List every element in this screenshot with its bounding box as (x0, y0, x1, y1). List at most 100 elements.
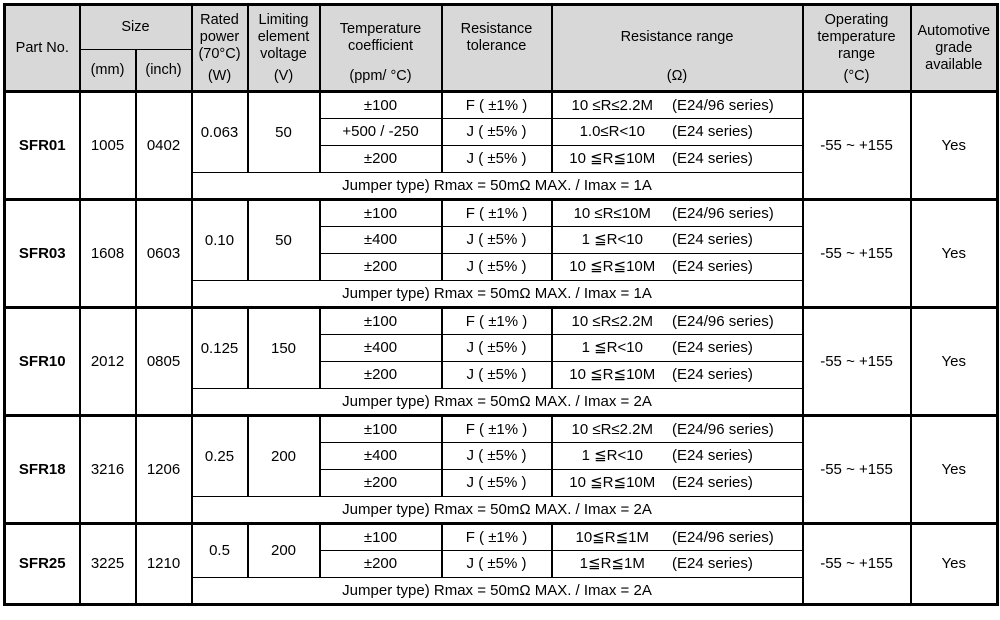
resistor-spec-table: Part No. Size Rated power (70°C) (W) Lim… (3, 3, 999, 606)
temp-coefficient-cell: ±400 (318, 442, 443, 470)
temp-coefficient-cell: ±200 (318, 469, 443, 497)
range-series: (E24 series) (672, 123, 753, 140)
temp-coefficient-cell: ±400 (318, 226, 443, 254)
part-number-cell: SFR18 (3, 414, 81, 524)
header-size-inch: (inch) (134, 49, 193, 93)
operating-temp-cell: -55 ~ +155 (801, 198, 912, 308)
range-series: (E24 series) (672, 447, 753, 464)
resistance-range-cell: 10 ≦R≦10M (E24 series) (550, 469, 804, 497)
header-part-no-label: Part No. (15, 39, 69, 56)
range-value: 10 ≦R≦10M (569, 366, 656, 383)
temp-coefficient-cell: +500 / -250 (318, 118, 443, 146)
header-operating-temp-label: Operating temperature range (817, 12, 896, 62)
range-value: 1≦R≦1M (579, 555, 645, 572)
tolerance-cell: J ( ±5% ) (440, 118, 553, 146)
range-series: (E24 series) (672, 339, 753, 356)
range-series: (E24/96 series) (672, 528, 774, 546)
resistance-range-cell: 10 ≦R≦10M (E24 series) (550, 361, 804, 389)
temp-coefficient-cell: ±100 (318, 414, 443, 443)
size-inch-cell: 1210 (134, 522, 193, 605)
part-number-cell: SFR10 (3, 306, 81, 416)
size-inch-cell: 0402 (134, 90, 193, 200)
resistance-range-cell: 1 ≦R<10 (E24 series) (550, 226, 804, 254)
temp-coefficient-cell: ±200 (318, 145, 443, 173)
tolerance-cell: J ( ±5% ) (440, 550, 553, 578)
header-resistance-range-unit: (Ω) (666, 68, 688, 84)
range-series: (E24 series) (672, 366, 753, 383)
header-limiting-voltage-unit: (V) (273, 68, 294, 84)
header-temp-coefficient-label: Temperature coefficient (339, 20, 422, 54)
part-number-cell: SFR25 (3, 522, 81, 605)
header-operating-temp-unit: (°C) (843, 68, 870, 84)
temp-coefficient-cell: ±100 (318, 198, 443, 227)
limiting-voltage-cell: 50 (246, 198, 321, 281)
range-value: 1 ≦R<10 (581, 339, 643, 356)
limiting-voltage-cell: 200 (246, 522, 321, 578)
tolerance-cell: J ( ±5% ) (440, 226, 553, 254)
range-value: 10 ≤R≤2.2M (571, 312, 654, 330)
header-resistance-range-label: Resistance range (620, 29, 734, 45)
resistance-range-cell: 10 ≤R≤10M (E24/96 series) (550, 198, 804, 227)
rated-power-cell: 0.5 (190, 522, 249, 578)
header-limiting-voltage: Limiting element voltage (V) (246, 3, 321, 93)
header-size-mm: (mm) (78, 49, 137, 93)
header-resistance-range: Resistance range (Ω) (550, 3, 804, 93)
header-limiting-voltage-label: Limiting element voltage (257, 12, 310, 62)
automotive-cell: Yes (909, 198, 999, 308)
temp-coefficient-cell: ±200 (318, 361, 443, 389)
operating-temp-cell: -55 ~ +155 (801, 90, 912, 200)
operating-temp-cell: -55 ~ +155 (801, 522, 912, 605)
range-series: (E24/96 series) (672, 96, 774, 114)
size-mm-cell: 1005 (78, 90, 137, 200)
header-rated-power-label: Rated power (70°C) (198, 12, 241, 62)
tolerance-cell: J ( ±5% ) (440, 253, 553, 281)
size-inch-cell: 0805 (134, 306, 193, 416)
header-automotive: Automotive grade available (909, 3, 999, 93)
resistance-range-cell: 1 ≦R<10 (E24 series) (550, 334, 804, 362)
temp-coefficient-cell: ±100 (318, 306, 443, 335)
operating-temp-cell: -55 ~ +155 (801, 414, 912, 524)
range-value: 10 ≤R≤10M (573, 204, 651, 222)
resistance-range-cell: 10 ≦R≦10M (E24 series) (550, 253, 804, 281)
range-value: 10≦R≦1M (575, 528, 650, 546)
resistance-range-cell: 10 ≤R≤2.2M (E24/96 series) (550, 90, 804, 119)
spec-table-wrapper: Part No. Size Rated power (70°C) (W) Lim… (3, 3, 999, 606)
range-value: 10 ≤R≤2.2M (571, 420, 654, 438)
range-series: (E24/96 series) (672, 420, 774, 438)
resistance-range-cell: 10≦R≦1M (E24/96 series) (550, 522, 804, 551)
header-size: Size (78, 3, 193, 50)
resistance-range-cell: 1 ≦R<10 (E24 series) (550, 442, 804, 470)
jumper-note-cell: Jumper type) Rmax = 50mΩ MAX. / Imax = 1… (190, 280, 804, 308)
range-series: (E24 series) (672, 474, 753, 491)
size-mm-cell: 2012 (78, 306, 137, 416)
resistance-range-cell: 1≦R≦1M (E24 series) (550, 550, 804, 578)
tolerance-cell: F ( ±1% ) (440, 198, 553, 227)
range-value: 10 ≦R≦10M (569, 258, 656, 275)
tolerance-cell: J ( ±5% ) (440, 361, 553, 389)
tolerance-cell: F ( ±1% ) (440, 414, 553, 443)
size-mm-cell: 3216 (78, 414, 137, 524)
range-series: (E24 series) (672, 150, 753, 167)
header-automotive-label: Automotive grade available (917, 22, 991, 73)
temp-coefficient-cell: ±200 (318, 550, 443, 578)
header-part-no: Part No. (3, 3, 81, 93)
header-resistance-tolerance-label: Resistance tolerance (460, 20, 533, 54)
range-value: 1 ≦R<10 (581, 447, 643, 464)
tolerance-cell: J ( ±5% ) (440, 442, 553, 470)
header-rated-power-unit: (W) (207, 68, 232, 84)
part-number-cell: SFR03 (3, 198, 81, 308)
rated-power-cell: 0.063 (190, 90, 249, 173)
header-temp-coefficient-unit: (ppm/ °C) (349, 68, 412, 84)
operating-temp-cell: -55 ~ +155 (801, 306, 912, 416)
tolerance-cell: J ( ±5% ) (440, 334, 553, 362)
header-rated-power: Rated power (70°C) (W) (190, 3, 249, 93)
automotive-cell: Yes (909, 306, 999, 416)
rated-power-cell: 0.25 (190, 414, 249, 497)
size-mm-cell: 1608 (78, 198, 137, 308)
resistance-range-cell: 10 ≦R≦10M (E24 series) (550, 145, 804, 173)
header-resistance-tolerance-unit (444, 68, 550, 89)
automotive-cell: Yes (909, 90, 999, 200)
resistance-range-cell: 1.0≤R<10 (E24 series) (550, 118, 804, 146)
part-number-cell: SFR01 (3, 90, 81, 200)
resistance-range-cell: 10 ≤R≤2.2M (E24/96 series) (550, 306, 804, 335)
